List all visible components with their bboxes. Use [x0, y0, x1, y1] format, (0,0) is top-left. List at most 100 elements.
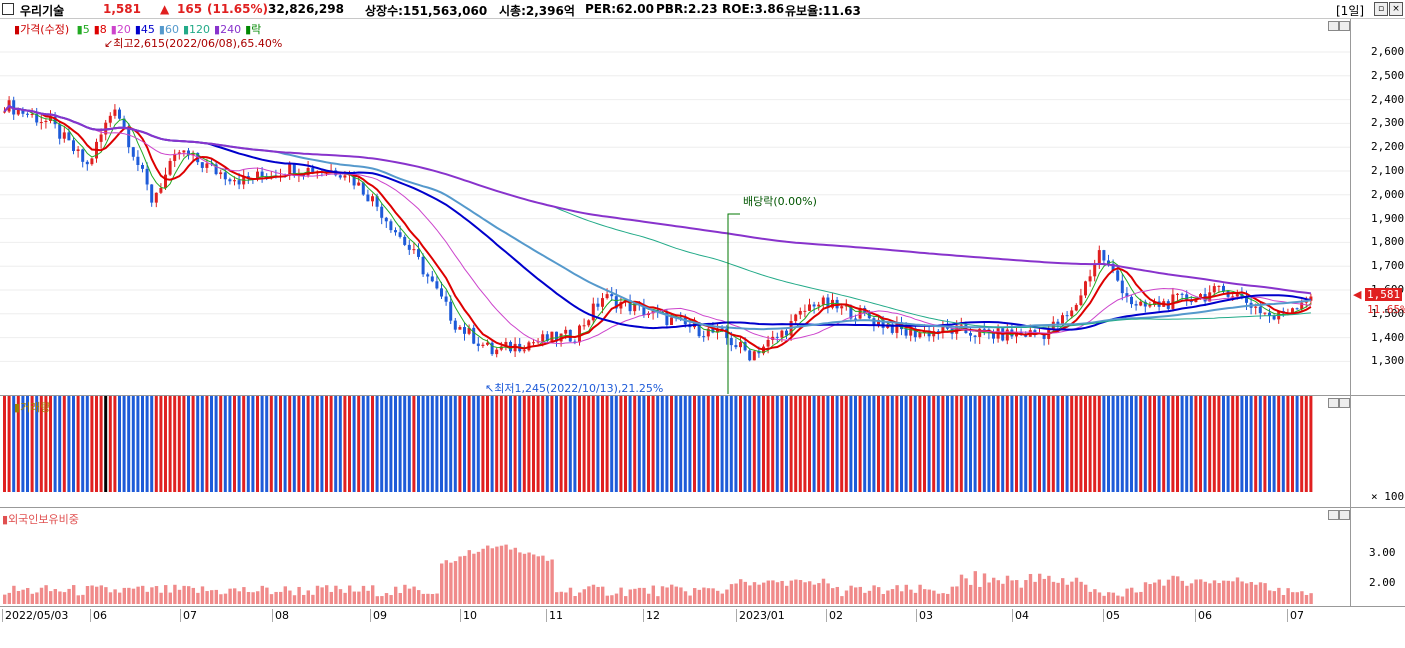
- volume-bar: [21, 396, 25, 492]
- candle-body: [62, 132, 66, 139]
- foreign-bar: [1074, 577, 1079, 604]
- foreign-bar: [76, 595, 80, 604]
- candle-body: [1268, 312, 1271, 316]
- current-pct-tag: 11.65%: [1367, 302, 1405, 316]
- foreign-bar: [1226, 580, 1230, 604]
- volume-bar: [67, 396, 71, 492]
- foreign-title-text: 외국인보유비중: [8, 513, 79, 526]
- volume-bar: [1148, 396, 1152, 492]
- price-ytick: 1,300: [1371, 354, 1405, 368]
- volume-bar: [311, 396, 315, 492]
- price-panel[interactable]: ▮가격(수정) ▮5 ▮8 ▮20 ▮45 ▮60 ▮120 ▮240 ▮락 ↙최고2,615…: [0, 19, 1351, 396]
- foreign-bar: [108, 592, 113, 604]
- volume-bar: [1277, 396, 1281, 492]
- close-icon[interactable]: ×: [1389, 2, 1403, 16]
- candle-body: [651, 310, 655, 314]
- volume-bar: [403, 396, 407, 492]
- volume-bar: [1125, 396, 1129, 492]
- candle-body: [237, 180, 241, 185]
- restore-icon[interactable]: ▫: [1374, 2, 1388, 16]
- candle-body: [895, 322, 899, 333]
- panel-minimize-icon[interactable]: [1328, 398, 1339, 408]
- volume-bar: [702, 396, 706, 492]
- panel-minimize-icon[interactable]: [1328, 21, 1339, 31]
- foreign-bar: [141, 585, 145, 604]
- foreign-panel[interactable]: ▮외국인보유비중: [0, 508, 1351, 607]
- foreign-bar: [766, 580, 770, 604]
- candle-body: [39, 122, 43, 124]
- price-ytick: 2,600: [1371, 45, 1405, 58]
- foreign-bar: [647, 593, 651, 604]
- foreign-bar: [302, 594, 306, 604]
- volume-bar: [656, 396, 660, 492]
- volume-bar: [527, 396, 531, 492]
- volume-panel[interactable]: ▮거래량: [0, 396, 1351, 508]
- foreign-bar: [122, 587, 126, 604]
- foreign-bar: [1185, 585, 1189, 604]
- candle-body: [1272, 315, 1276, 320]
- candle-body: [1263, 312, 1267, 314]
- candle-body: [1079, 295, 1083, 305]
- select-checkbox[interactable]: [2, 3, 14, 15]
- foreign-bar: [936, 593, 941, 604]
- foreign-bar: [932, 590, 936, 604]
- foreign-bar: [683, 591, 688, 604]
- volume-bar: [913, 396, 917, 492]
- price-chart: [0, 51, 1350, 394]
- foreign-bar: [568, 587, 573, 604]
- ma-legend: ▮5 ▮8 ▮20 ▮45 ▮60 ▮120 ▮240 ▮락: [73, 23, 262, 36]
- foreign-bar: [62, 592, 67, 604]
- volume-bar: [1245, 396, 1248, 492]
- volume-bar: [582, 396, 586, 492]
- candle-body: [260, 171, 264, 177]
- foreign-bar: [1033, 581, 1037, 604]
- foreign-bar: [481, 548, 485, 604]
- volume-bar: [826, 396, 830, 492]
- panel-minimize-icon[interactable]: [1328, 510, 1339, 520]
- foreign-bar: [1134, 592, 1138, 604]
- volume-bar: [173, 396, 177, 492]
- candle-body: [150, 184, 154, 203]
- volume-bar: [7, 396, 11, 492]
- foreign-bar: [518, 552, 522, 604]
- volume-bar: [660, 396, 664, 492]
- volume-bar: [1097, 396, 1101, 492]
- foreign-bar: [1157, 579, 1161, 604]
- volume-bar: [260, 396, 264, 492]
- candle-body: [1102, 250, 1106, 261]
- volume-bar: [481, 396, 485, 492]
- foreign-bar: [1143, 582, 1148, 604]
- price-ytick: 2,200: [1371, 140, 1405, 154]
- candle-body: [808, 304, 811, 311]
- foreign-title: ▮외국인보유비중: [2, 513, 79, 526]
- period-button[interactable]: [1일]: [1336, 4, 1365, 18]
- panel-maximize-icon[interactable]: [1339, 21, 1350, 31]
- volume-bar: [1061, 396, 1064, 492]
- candle-body: [1254, 306, 1258, 308]
- candle-body: [67, 132, 71, 141]
- volume-bar: [872, 396, 876, 492]
- candle-body: [219, 172, 223, 175]
- foreign-bar: [812, 584, 816, 604]
- candle-body: [430, 276, 434, 282]
- volume-bar: [564, 396, 568, 492]
- volume-bar: [348, 396, 351, 492]
- foreign-bar: [472, 553, 476, 604]
- candle-body: [969, 332, 972, 336]
- panel-maximize-icon[interactable]: [1339, 398, 1350, 408]
- foreign-bar: [233, 588, 237, 604]
- volume-bar: [748, 396, 752, 493]
- candle-body: [849, 305, 853, 319]
- foreign-bar: [867, 590, 872, 604]
- foreign-bar: [771, 580, 775, 604]
- candle-body: [1295, 308, 1299, 310]
- foreign-bar: [913, 592, 918, 604]
- volume-bar: [127, 396, 131, 492]
- foreign-bar: [697, 589, 701, 604]
- volume-bar: [237, 396, 241, 492]
- foreign-bar: [348, 585, 352, 604]
- candle-body: [380, 206, 384, 218]
- candle-body: [495, 349, 499, 355]
- foreign-bar: [955, 586, 959, 604]
- panel-maximize-icon[interactable]: [1339, 510, 1350, 520]
